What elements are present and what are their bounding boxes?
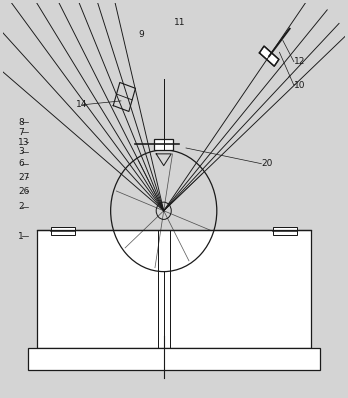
Bar bbox=[51, 227, 75, 235]
Text: 1: 1 bbox=[18, 232, 24, 241]
Bar bbox=[273, 227, 297, 235]
Text: 12: 12 bbox=[294, 57, 305, 66]
Text: 10: 10 bbox=[294, 81, 305, 90]
Bar bbox=[37, 230, 311, 348]
Text: 3: 3 bbox=[18, 147, 24, 156]
Text: 9: 9 bbox=[138, 30, 144, 39]
Bar bbox=[29, 348, 319, 370]
Polygon shape bbox=[259, 46, 279, 66]
Bar bbox=[154, 139, 173, 150]
Text: 8: 8 bbox=[18, 118, 24, 127]
Text: 14: 14 bbox=[77, 100, 88, 109]
Text: 27: 27 bbox=[18, 173, 30, 182]
Text: 2: 2 bbox=[18, 202, 24, 211]
Text: 20: 20 bbox=[261, 159, 273, 168]
Text: 6: 6 bbox=[18, 159, 24, 168]
Text: 11: 11 bbox=[174, 18, 185, 27]
Text: 7: 7 bbox=[18, 128, 24, 137]
Text: 26: 26 bbox=[18, 187, 30, 196]
Text: 13: 13 bbox=[18, 138, 30, 146]
